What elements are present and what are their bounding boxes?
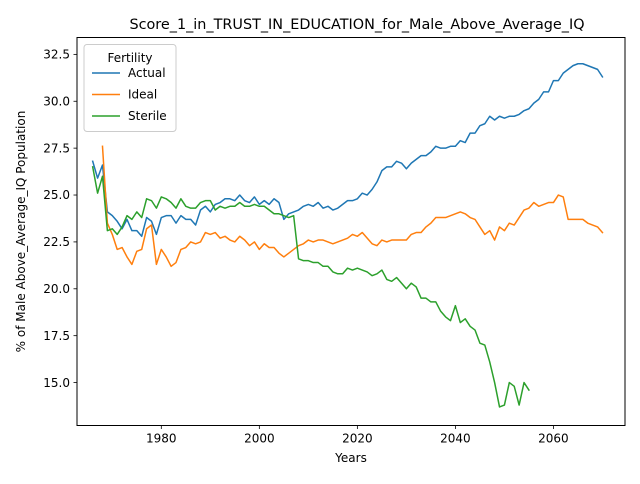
y-tick-label: 22.5 <box>43 235 70 249</box>
plot-area <box>91 63 604 408</box>
legend: Fertility Actual Ideal Sterile <box>83 44 177 132</box>
x-tick-label: 1980 <box>146 432 177 446</box>
legend-label-ideal: Ideal <box>128 88 157 102</box>
x-tick-label: 2040 <box>440 432 471 446</box>
y-tick-label: 32.5 <box>43 48 70 62</box>
x-axis: 1980 2000 2020 2040 2060 <box>146 425 569 446</box>
y-tick-label: 27.5 <box>43 141 70 155</box>
legend-entries: Actual Ideal Sterile <box>92 66 167 123</box>
y-axis-label: % of Male Above_Average_IQ Population <box>14 111 28 353</box>
legend-title: Fertility <box>107 51 152 65</box>
y-tick-label: 17.5 <box>43 329 70 343</box>
legend-box <box>83 44 177 132</box>
series-line-actual <box>91 63 604 238</box>
x-axis-label: Years <box>334 451 367 465</box>
series-line-sterile <box>91 166 530 408</box>
x-tick-label: 2020 <box>342 432 373 446</box>
axes-frame <box>76 37 626 426</box>
legend-label-sterile: Sterile <box>128 109 167 123</box>
y-tick-label: 20.0 <box>43 282 70 296</box>
x-tick-label: 2060 <box>538 432 569 446</box>
series-line-ideal <box>101 145 604 268</box>
y-axis: 15.0 17.5 20.0 22.5 25.0 27.5 30.0 32.5 <box>43 48 77 390</box>
y-tick-label: 30.0 <box>43 94 70 108</box>
x-tick-label: 2000 <box>244 432 275 446</box>
legend-label-actual: Actual <box>128 66 166 80</box>
y-tick-label: 25.0 <box>43 188 70 202</box>
chart-title: Score_1_in_TRUST_IN_EDUCATION_for_Male_A… <box>129 17 584 33</box>
y-tick-label: 15.0 <box>43 376 70 390</box>
